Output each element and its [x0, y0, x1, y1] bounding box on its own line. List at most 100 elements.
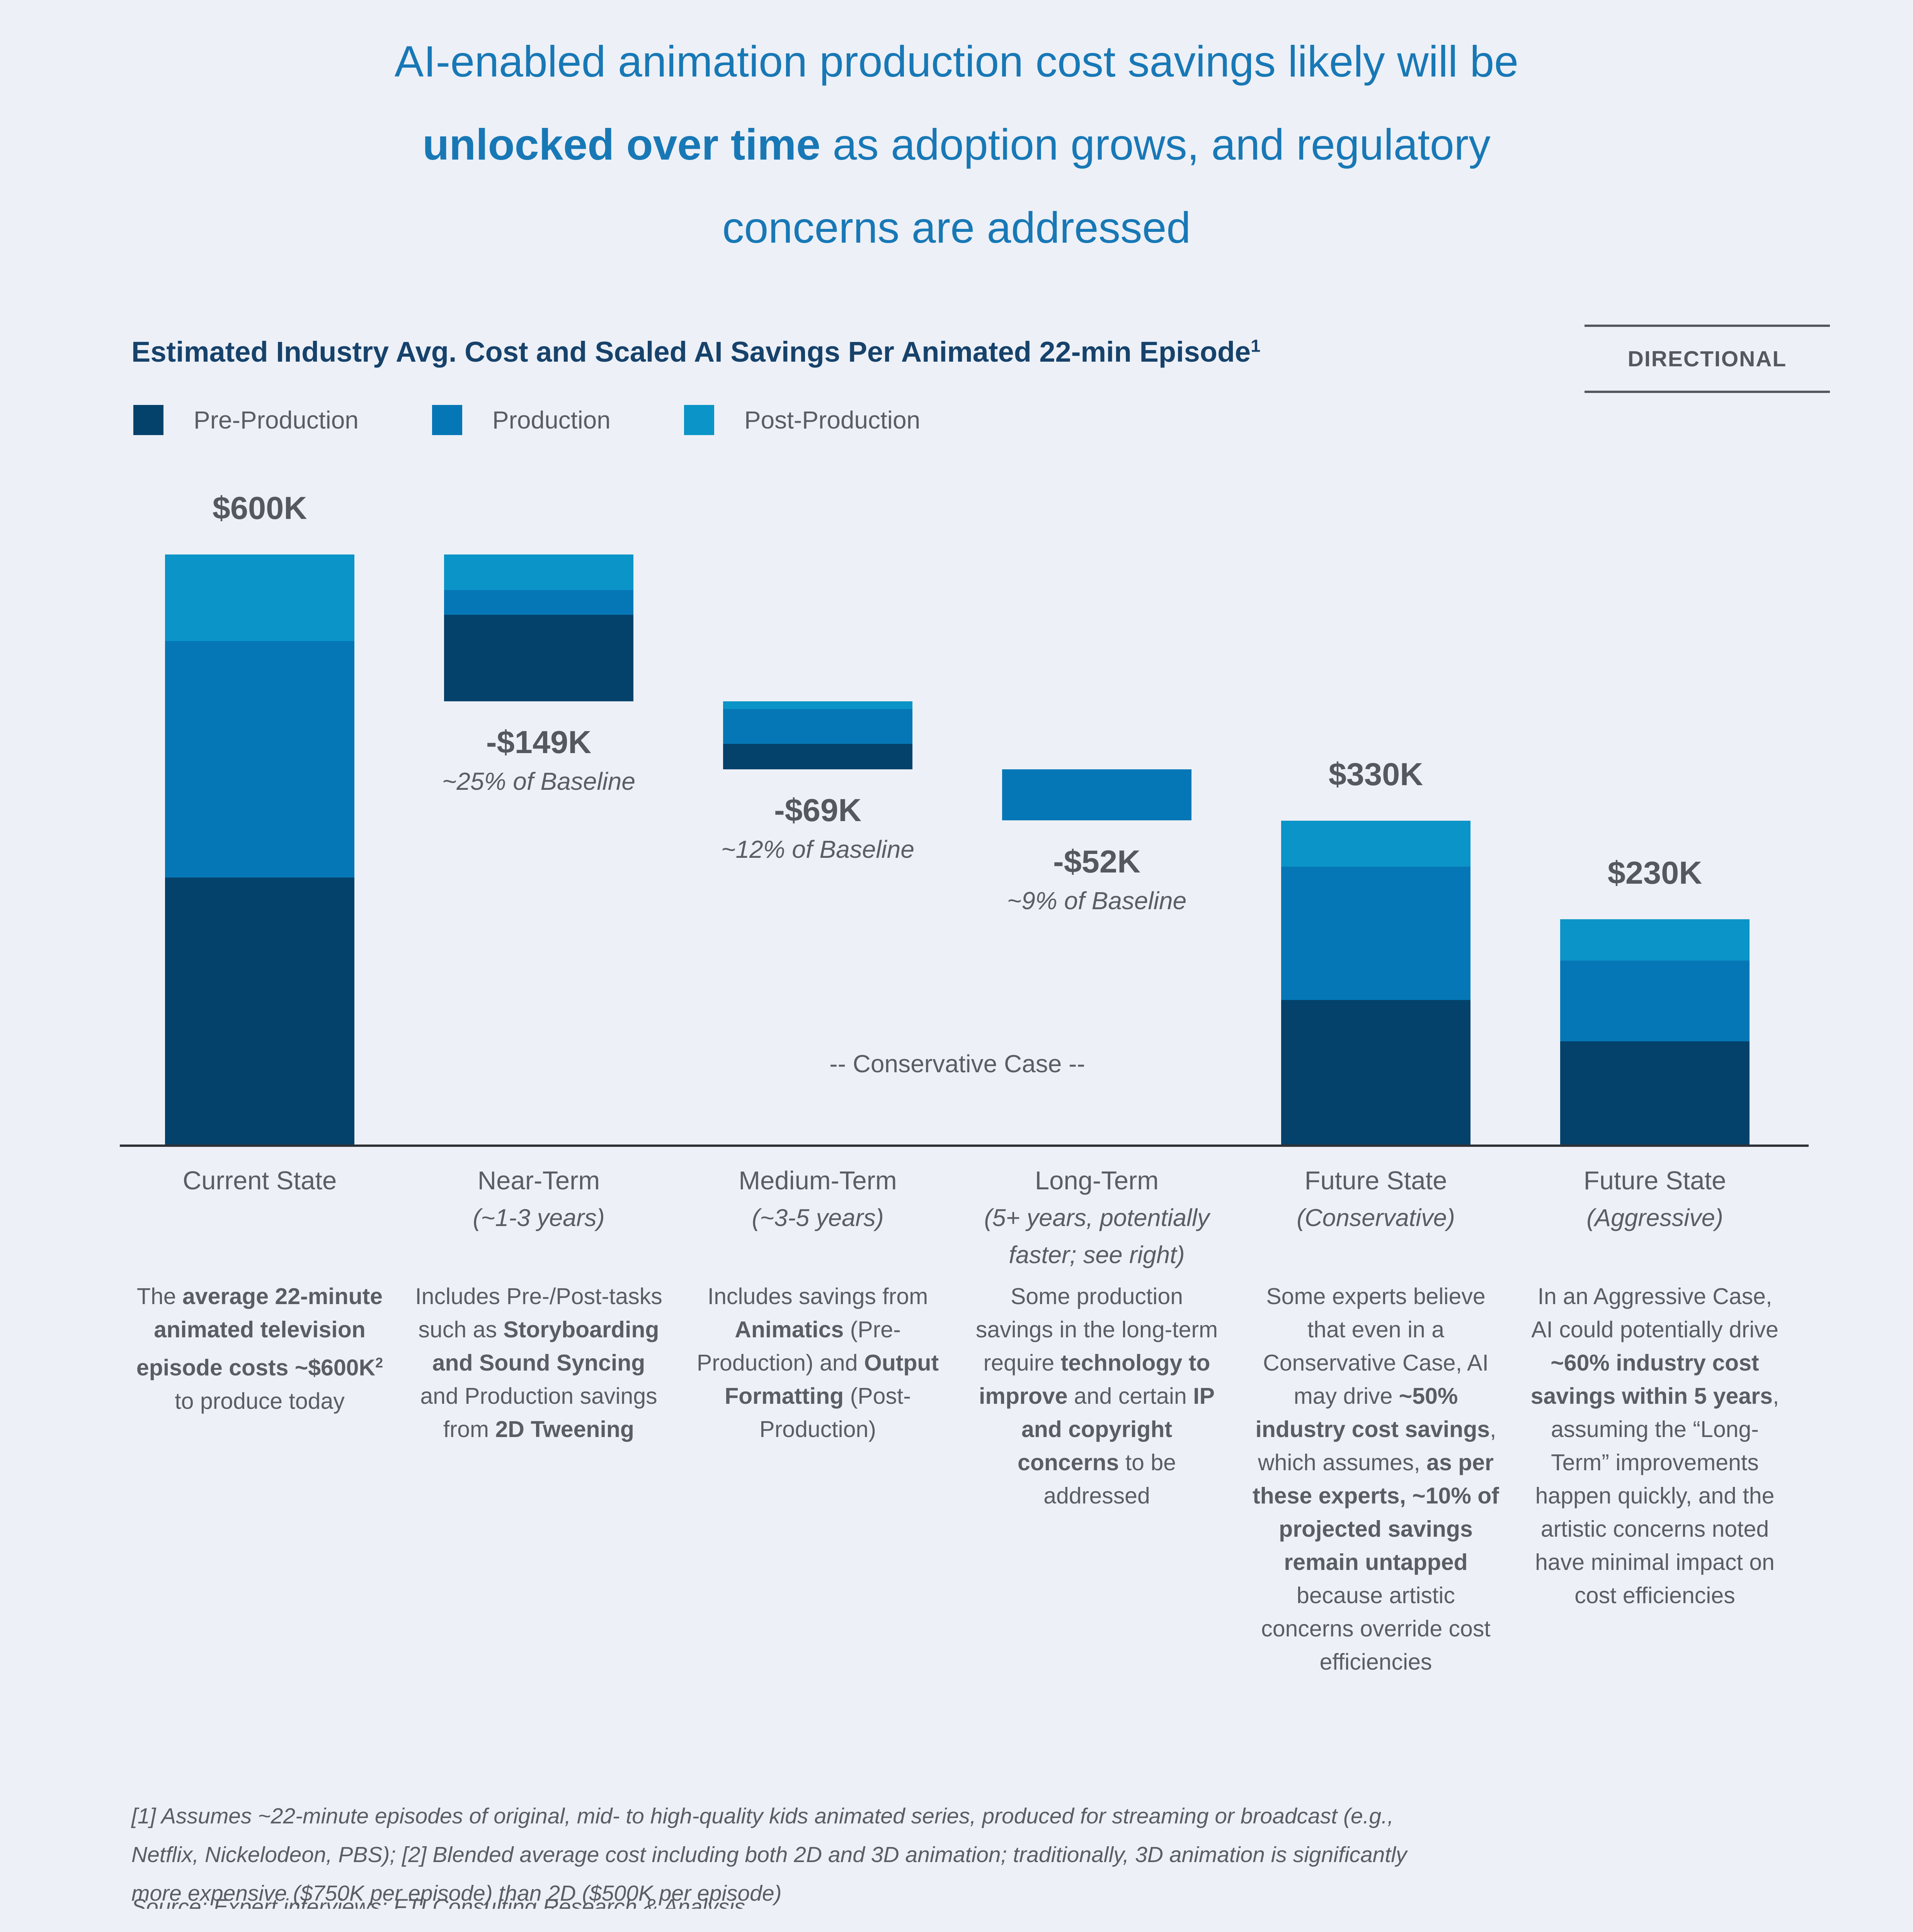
bar-segment-post-production	[1560, 919, 1750, 961]
text-segment: Output Formatting	[725, 1350, 939, 1409]
bar-segment-pre-production	[723, 743, 912, 769]
text-segment: Some experts believe that even in a Cons…	[1263, 1284, 1489, 1409]
value-label-current-state: $600K	[120, 490, 399, 527]
text-segment: In an Aggressive Case, AI could potentia…	[1531, 1284, 1779, 1342]
value-amount: $330K	[1328, 756, 1423, 792]
category-timeframe: (Conservative)	[1297, 1204, 1455, 1231]
legend-item-post-production: Post-Production	[684, 405, 920, 435]
x-axis-label-medium-term: Medium-Term (~3-5 years)	[678, 1162, 957, 1236]
bar-segment-production	[165, 641, 354, 878]
text-segment: technology to improve	[979, 1350, 1210, 1409]
column-description-current-state: The average 22-minute animated televisio…	[132, 1280, 387, 1418]
x-axis-label-future-aggressive: Future State (Aggressive)	[1515, 1162, 1794, 1236]
text-segment: to be addressed	[1043, 1450, 1176, 1509]
page-title: AI-enabled animation production cost sav…	[0, 20, 1913, 269]
value-label-future-conservative: $330K	[1236, 756, 1515, 793]
value-amount: $230K	[1607, 854, 1702, 891]
legend-swatch	[133, 405, 163, 435]
bar-segment-post-production	[1281, 820, 1470, 867]
text-segment: and certain	[1067, 1383, 1193, 1409]
text-segment: because artistic concerns override cost …	[1261, 1583, 1491, 1675]
bar-segment-post-production	[165, 554, 354, 641]
directional-label: DIRECTIONAL	[1627, 346, 1787, 371]
category-name: Near-Term	[477, 1166, 600, 1195]
bar-segment-production	[1002, 769, 1191, 821]
page-title-line-1: AI-enabled animation production cost sav…	[0, 20, 1913, 103]
text-segment: 2D Tweening	[495, 1417, 634, 1442]
text-segment: AI-enabled animation production cost sav…	[394, 37, 1519, 86]
value-amount: -$52K	[1053, 843, 1141, 879]
legend-swatch	[432, 405, 462, 435]
category-timeframe: (5+ years, potentially faster; see right…	[984, 1204, 1210, 1269]
category-name: Medium-Term	[739, 1166, 897, 1195]
category-timeframe: (~3-5 years)	[752, 1204, 884, 1231]
value-label-near-term: -$149K ~25% of Baseline	[399, 724, 678, 796]
chart-title: Estimated Industry Avg. Cost and Scaled …	[131, 335, 1561, 368]
category-name: Current State	[182, 1166, 337, 1195]
x-axis-label-long-term: Long-Term (5+ years, potentially faster; …	[957, 1162, 1236, 1274]
bar-segment-pre-production	[444, 614, 633, 701]
bar-segment-post-production	[444, 554, 633, 590]
text-segment: Storyboarding and Sound Syncing	[432, 1317, 659, 1376]
source-text: Source: Expert interviews; FTI Consultin…	[131, 1895, 745, 1909]
bar-segment-pre-production	[1560, 1041, 1750, 1146]
value-amount: -$69K	[774, 792, 862, 828]
legend-item-pre-production: Pre-Production	[133, 405, 359, 435]
bar-segment-production	[1560, 960, 1750, 1041]
text-segment: as adoption grows, and regulatory	[820, 120, 1491, 169]
value-label-long-term: -$52K ~9% of Baseline	[957, 843, 1236, 915]
text-segment: 1	[1251, 336, 1261, 356]
category-timeframe: (~1-3 years)	[473, 1204, 605, 1231]
text-segment: , which assumes,	[1258, 1417, 1496, 1475]
legend-label: Production	[492, 406, 611, 434]
x-axis-label-current-state: Current State	[120, 1162, 399, 1199]
bar-segment-pre-production	[1281, 1000, 1470, 1146]
directional-badge: DIRECTIONAL	[1585, 325, 1830, 393]
chart-legend: Pre-Production Production Post-Production	[133, 405, 920, 435]
category-timeframe: (Aggressive)	[1586, 1204, 1723, 1231]
baseline-percent-note: ~25% of Baseline	[442, 767, 635, 795]
text-segment: 2	[375, 1355, 383, 1371]
x-axis-label-future-conservative: Future State (Conservative)	[1236, 1162, 1515, 1236]
column-description-future-aggressive: In an Aggressive Case, AI could potentia…	[1527, 1280, 1782, 1612]
text-segment: Animatics	[735, 1317, 844, 1342]
text-segment: concerns are addressed	[722, 203, 1191, 252]
text-segment: Estimated Industry Avg. Cost and Scaled …	[131, 336, 1251, 368]
legend-swatch	[684, 405, 714, 435]
text-segment: Some production savings in the long-term…	[975, 1284, 1218, 1376]
footnote-text: [1] Assumes ~22-minute episodes of origi…	[131, 1804, 1407, 1906]
column-description-long-term: Some production savings in the long-term…	[969, 1280, 1224, 1512]
value-label-future-aggressive: $230K	[1515, 854, 1794, 891]
text-segment: and Production savings from	[420, 1383, 657, 1442]
bar-segment-production	[723, 709, 912, 744]
legend-label: Post-Production	[744, 406, 921, 434]
category-name: Future State	[1583, 1166, 1726, 1195]
baseline-percent-note: ~9% of Baseline	[1007, 886, 1187, 915]
legend-label: Pre-Production	[194, 406, 359, 434]
text-segment: , assuming the “Long-Term” improvements …	[1535, 1383, 1779, 1608]
text-segment: Includes Pre-/Post-tasks such as	[415, 1284, 662, 1342]
baseline-percent-note: ~12% of Baseline	[721, 835, 914, 863]
category-name: Future State	[1304, 1166, 1447, 1195]
text-segment: ~50% industry cost savings	[1255, 1383, 1490, 1442]
text-segment: average 22-minute animated television ep…	[136, 1284, 383, 1381]
text-segment: as per these experts, ~10% of projected …	[1253, 1450, 1499, 1575]
text-segment: IP and copyright concerns	[1018, 1383, 1215, 1475]
text-segment: (Pre-Production) and	[696, 1317, 901, 1376]
legend-item-production: Production	[432, 405, 611, 435]
text-segment: to produce today	[175, 1388, 345, 1414]
category-name: Long-Term	[1035, 1166, 1159, 1195]
bar-segment-pre-production	[165, 878, 354, 1146]
column-description-medium-term: Includes savings from Animatics (Pre-Pro…	[690, 1280, 945, 1446]
conservative-case-annotation: -- Conservative Case --	[829, 1050, 1085, 1078]
x-axis-label-near-term: Near-Term (~1-3 years)	[399, 1162, 678, 1236]
text-segment: ~60% industry cost savings within 5 year…	[1530, 1350, 1773, 1409]
bar-segment-production	[444, 590, 633, 615]
value-amount: $600K	[212, 490, 307, 526]
text-segment: unlocked over time	[422, 120, 821, 169]
source-line-clipped: Source: Expert interviews; FTI Consultin…	[131, 1894, 1418, 1909]
bar-segment-production	[1281, 867, 1470, 1000]
value-label-medium-term: -$69K ~12% of Baseline	[678, 792, 957, 864]
value-amount: -$149K	[486, 724, 592, 760]
